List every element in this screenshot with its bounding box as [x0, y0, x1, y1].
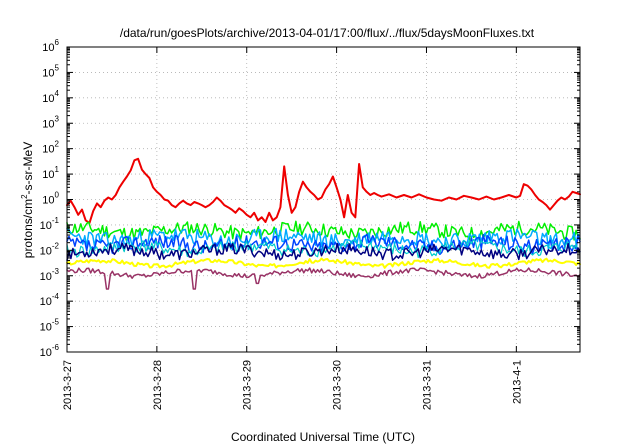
y-tick-label: 106	[42, 38, 59, 54]
ticks	[66, 46, 580, 353]
x-tick-label: 2013-3-29	[242, 360, 254, 410]
series-line-5	[66, 238, 581, 259]
y-tick-label: 10-2	[40, 241, 60, 257]
series-line-4	[66, 233, 581, 256]
x-tick-label: 2013-3-31	[421, 360, 433, 410]
x-tick-label: 2013-4-1	[511, 360, 523, 404]
x-tick-labels: 2013-3-27 2013-3-28 2013-3-29 2013-3-30 2013…	[62, 360, 523, 410]
y-tick-label: 100	[42, 191, 59, 207]
series-line-3	[66, 227, 581, 251]
series-line-8	[66, 267, 581, 290]
y-axis-label: protons/cm2-s-sr-MeV	[20, 142, 35, 258]
x-tick-label: 2013-3-28	[152, 360, 164, 410]
x-axis-label: Coordinated Universal Time (UTC)	[231, 430, 415, 444]
y-tick-label: 10-4	[40, 292, 60, 308]
y-tick-labels: 10-6 10-5 10-4 10-3 10-2 10-1 100 101 102 103 104 1…	[40, 38, 60, 359]
y-tick-label: 103	[42, 114, 59, 130]
y-tick-label: 10-3	[40, 267, 60, 283]
y-tick-label: 10-1	[40, 216, 60, 232]
chart-title: /data/run/goesPlots/archive/2013-04-01/1…	[120, 26, 535, 40]
series-layer	[66, 157, 581, 290]
series-line-1	[66, 157, 581, 224]
y-tick-label: 101	[42, 165, 59, 181]
grid	[67, 47, 580, 352]
x-tick-label: 2013-3-27	[62, 360, 74, 410]
y-tick-label: 104	[42, 89, 59, 105]
series-line-6	[66, 242, 581, 261]
series-line-7	[66, 257, 581, 269]
y-tick-label: 10-5	[40, 318, 60, 334]
x-tick-label: 2013-3-30	[332, 360, 344, 410]
y-tick-label: 105	[42, 63, 59, 79]
y-tick-label: 102	[42, 140, 59, 156]
y-tick-label: 10-6	[40, 343, 60, 359]
